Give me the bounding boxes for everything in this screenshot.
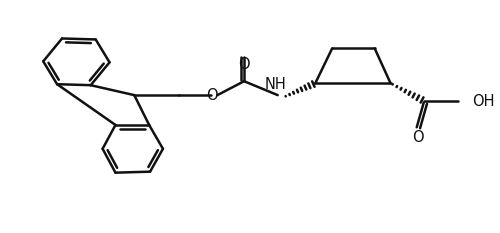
Text: O: O (206, 88, 218, 103)
Text: OH: OH (472, 94, 494, 109)
Text: O: O (238, 57, 250, 72)
Text: NH: NH (265, 77, 286, 92)
Text: O: O (412, 130, 424, 145)
